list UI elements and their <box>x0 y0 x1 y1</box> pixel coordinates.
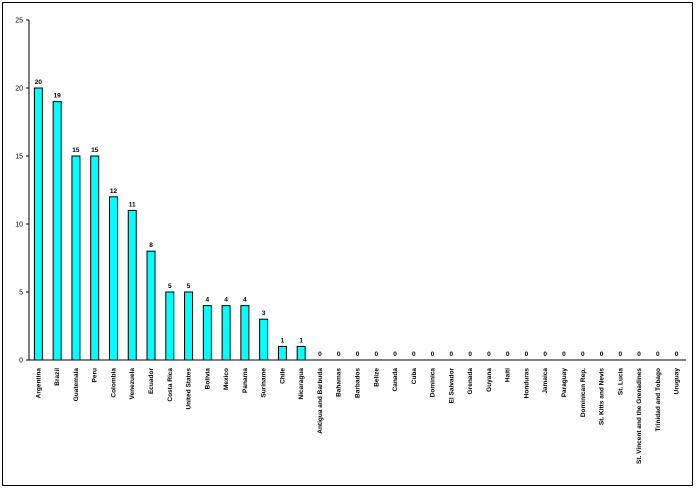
data-label: 3 <box>262 310 266 317</box>
data-label: 0 <box>637 351 641 358</box>
x-tick-label: United States <box>186 368 193 410</box>
x-tick-label: Barbados <box>355 368 362 398</box>
data-label: 15 <box>91 147 99 154</box>
y-tick-label: 5 <box>19 290 23 297</box>
bar <box>296 345 306 361</box>
data-label: 4 <box>206 297 210 304</box>
data-label: 0 <box>374 351 378 358</box>
data-label: 5 <box>187 283 191 290</box>
x-tick-label: Cuba <box>411 368 418 385</box>
x-tick-label: Haiti <box>505 368 512 382</box>
x-tick-label: Mexico <box>223 368 230 390</box>
data-label: 0 <box>506 351 510 358</box>
bar <box>127 209 137 361</box>
data-label: 4 <box>224 297 228 304</box>
x-tick-label: St. Vincent and the Grenadines <box>636 368 643 464</box>
x-tick-label: Bolivia <box>204 368 211 390</box>
data-label: 0 <box>675 351 679 358</box>
x-tick-label: Colombia <box>110 368 117 398</box>
data-label: 0 <box>356 351 360 358</box>
data-label: 5 <box>168 283 172 290</box>
x-tick-label: Argentina <box>35 368 42 399</box>
data-label: 12 <box>110 188 118 195</box>
data-label: 1 <box>299 337 303 344</box>
x-tick-label: Dominican Rep. <box>580 368 587 417</box>
data-label: 8 <box>149 242 153 249</box>
x-tick-label: Canada <box>392 368 399 392</box>
data-label: 19 <box>54 93 62 100</box>
y-tick-label: 0 <box>19 358 23 365</box>
x-tick-label: Guatemala <box>73 368 80 402</box>
x-tick-label: Suriname <box>261 368 268 398</box>
x-tick-label: Paraguay <box>561 368 568 398</box>
data-label: 0 <box>318 351 322 358</box>
bar <box>52 101 62 361</box>
data-label: 0 <box>562 351 566 358</box>
x-tick-label: Trinidad and Tobago <box>655 368 662 431</box>
data-label: 0 <box>543 351 547 358</box>
x-tick-label: Brazil <box>54 368 61 386</box>
x-tick-label: St. Kitts and Nevis <box>599 368 606 425</box>
y-tick-label: 25 <box>15 18 23 25</box>
x-tick-label: Guyana <box>486 368 493 392</box>
x-tick-label: St. Lucia <box>617 368 624 395</box>
x-tick-label: Honduras <box>523 368 530 399</box>
data-label: 0 <box>487 351 491 358</box>
bar <box>202 305 212 361</box>
x-tick-label: Venezuela <box>129 368 136 400</box>
data-label: 0 <box>412 351 416 358</box>
data-label: 0 <box>525 351 529 358</box>
bar <box>33 87 43 361</box>
x-tick-label: Jamaica <box>542 368 549 394</box>
chart-frame <box>2 2 693 486</box>
data-label: 15 <box>72 147 80 154</box>
y-tick-label: 15 <box>15 154 23 161</box>
data-label: 0 <box>468 351 472 358</box>
x-tick-label: Nicaragua <box>298 368 305 400</box>
data-label: 0 <box>618 351 622 358</box>
x-tick-label: Costa Rica <box>167 368 174 402</box>
bar <box>184 291 194 361</box>
data-label: 0 <box>337 351 341 358</box>
data-label: 11 <box>129 201 136 208</box>
data-label: 4 <box>243 297 247 304</box>
data-label: 0 <box>393 351 397 358</box>
data-label: 0 <box>450 351 454 358</box>
x-tick-label: Antigua and Barbuda <box>317 368 324 434</box>
x-tick-label: Ecuador <box>148 368 155 394</box>
bar <box>146 250 156 361</box>
bar <box>259 318 269 361</box>
data-label: 0 <box>431 351 435 358</box>
x-tick-label: Grenada <box>467 368 474 395</box>
bar <box>221 305 231 361</box>
x-tick-label: Panama <box>242 368 249 393</box>
data-label: 1 <box>281 337 285 344</box>
x-tick-label: Uruguay <box>674 368 681 395</box>
y-tick-label: 10 <box>15 222 23 229</box>
data-label: 0 <box>581 351 585 358</box>
data-label: 0 <box>600 351 604 358</box>
bar <box>165 291 175 361</box>
x-tick-label: Chile <box>279 368 286 384</box>
x-tick-label: El Salvador <box>448 368 455 404</box>
y-tick-label: 20 <box>15 86 23 93</box>
x-tick-label: Bahamas <box>336 368 343 397</box>
bar <box>71 155 81 361</box>
x-tick-label: Peru <box>92 368 99 382</box>
data-label: 20 <box>35 79 43 86</box>
data-label: 0 <box>656 351 660 358</box>
bar <box>90 155 100 361</box>
bar <box>277 345 287 361</box>
bar <box>240 305 250 361</box>
x-tick-label: Belize <box>373 368 380 387</box>
x-tick-label: Dominica <box>430 368 437 398</box>
bar <box>108 196 118 361</box>
